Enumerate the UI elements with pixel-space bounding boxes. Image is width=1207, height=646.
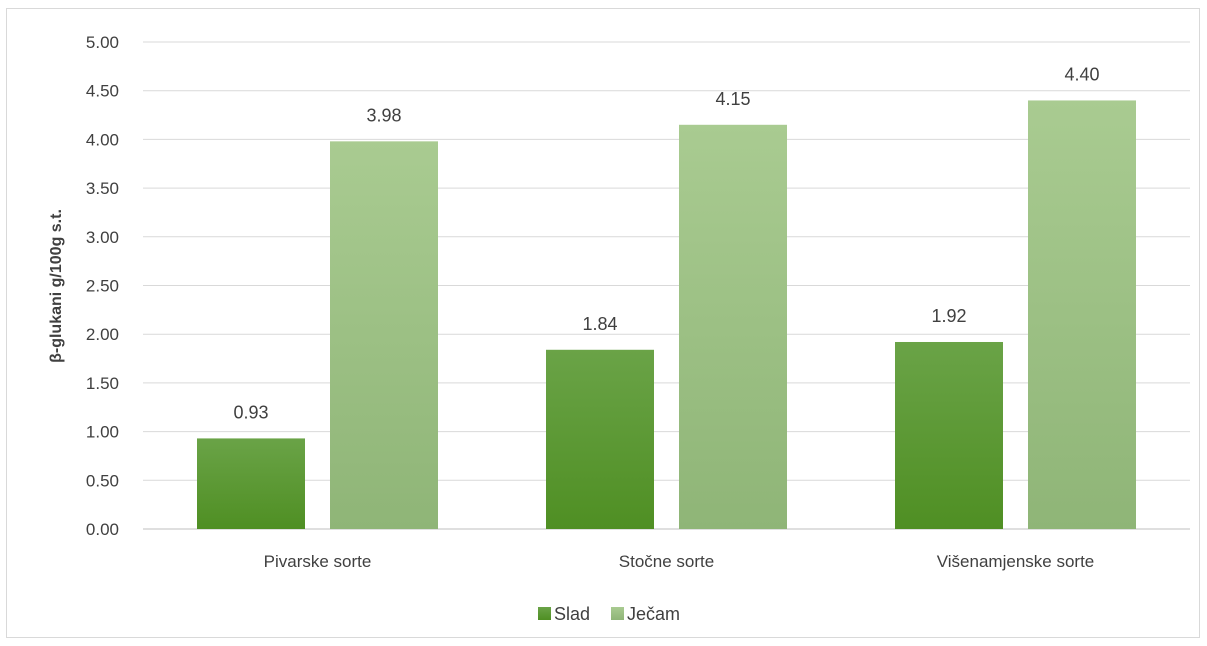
y-tick-label: 1.50 — [86, 374, 119, 393]
y-tick-label: 5.00 — [86, 33, 119, 52]
bars — [197, 100, 1136, 529]
y-tick-label: 4.50 — [86, 82, 119, 101]
chart-frame — [6, 8, 1200, 638]
legend-item: Ječam — [611, 604, 680, 624]
bar-slad — [546, 349, 654, 529]
x-axis-categories: Pivarske sorte Stočne sorte Višenamjenske … — [264, 552, 1095, 571]
data-label: 4.40 — [1064, 64, 1099, 84]
x-category-label: Višenamjenske sorte — [937, 552, 1095, 571]
bar-jecam — [679, 124, 787, 529]
gridlines — [143, 41, 1190, 530]
legend-label: Ječam — [627, 604, 680, 624]
bar-jecam — [330, 141, 438, 529]
bar-slad — [895, 341, 1003, 529]
x-category-label: Stočne sorte — [619, 552, 714, 571]
y-axis-label: β-glukani g/100g s.t. — [48, 209, 65, 363]
y-tick-label: 0.50 — [86, 471, 119, 490]
y-axis-ticks: 0.00 0.50 1.00 1.50 2.00 2.50 3.00 3.50 4.00 4.50… — [86, 33, 119, 539]
y-tick-label: 2.50 — [86, 277, 119, 296]
y-tick-label: 2.00 — [86, 325, 119, 344]
legend-item: Slad — [538, 604, 590, 624]
bar-jecam — [1028, 100, 1136, 529]
x-category-label: Pivarske sorte — [264, 552, 372, 571]
y-tick-label: 3.50 — [86, 179, 119, 198]
legend: Slad Ječam — [538, 604, 680, 624]
y-tick-label: 4.00 — [86, 130, 119, 149]
y-tick-label: 0.00 — [86, 520, 119, 539]
legend-label: Slad — [554, 604, 590, 624]
legend-swatch — [538, 607, 551, 620]
data-label: 4.15 — [715, 89, 750, 109]
data-label: 3.98 — [366, 105, 401, 125]
y-tick-label: 1.00 — [86, 423, 119, 442]
data-label: 1.92 — [931, 306, 966, 326]
bar-slad — [197, 438, 305, 529]
data-label: 1.84 — [582, 314, 617, 334]
data-labels: 0.93 3.98 1.84 4.15 1.92 4.40 — [233, 64, 1099, 422]
legend-swatch — [611, 607, 624, 620]
y-tick-label: 3.00 — [86, 228, 119, 247]
data-label: 0.93 — [233, 402, 268, 422]
